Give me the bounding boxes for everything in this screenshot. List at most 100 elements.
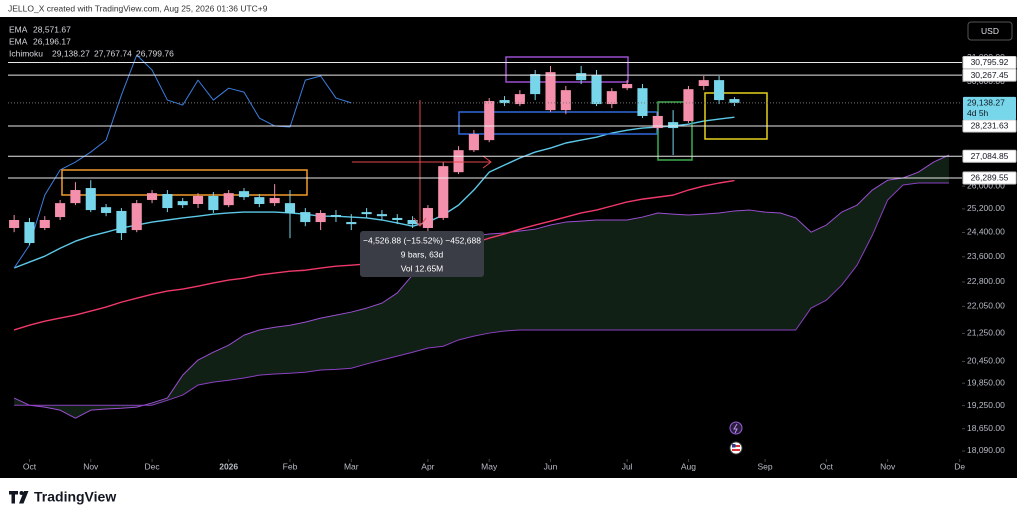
x-tick-label: 2026	[219, 461, 238, 471]
logo-mark	[9, 491, 18, 504]
ichimoku-lagging	[13, 54, 352, 269]
currency-button[interactable]: USD	[967, 21, 1013, 41]
y-tick-label: 26,000.00	[967, 180, 1005, 190]
level-label-box	[962, 149, 1017, 163]
y-tick-label: 22,050.00	[967, 301, 1005, 311]
candle-body	[468, 134, 479, 151]
level-label-box	[962, 171, 1017, 185]
x-tick-label: Oct	[23, 461, 37, 471]
tooltip-box	[360, 231, 484, 277]
x-tick-label: Oct	[820, 461, 834, 471]
candle-body	[116, 210, 127, 234]
candle-body	[422, 208, 433, 228]
flag-icon[interactable]	[729, 441, 743, 455]
candle-body	[683, 89, 694, 122]
candle-body	[622, 84, 633, 89]
brand-name: TradingView	[34, 489, 116, 505]
ichimoku-span-b	[14, 182, 949, 406]
measure-arrows	[352, 100, 492, 227]
candle-body	[147, 193, 158, 200]
lightning-icon[interactable]	[729, 421, 743, 435]
header-caption: JELLO_X created with TradingView.com, Au…	[8, 3, 268, 13]
y-tick-label: 18,650.00	[967, 423, 1005, 433]
x-tick-label: Aug	[681, 461, 696, 471]
x-tick-label: Mar	[344, 461, 359, 471]
box-green	[657, 101, 693, 161]
candle-body	[131, 203, 142, 231]
brand: TradingView	[9, 489, 116, 505]
candle-body	[729, 99, 740, 103]
drawings	[61, 56, 768, 196]
legend-name: Ichimoku	[9, 48, 43, 58]
currency-label[interactable]: USD	[981, 26, 999, 36]
candle-body	[9, 220, 20, 228]
x-tick-label: Nov	[880, 461, 896, 471]
tooltip-change: −4,526.88 (−15.52%) −452,688	[363, 235, 481, 245]
y-tick-label: 20,450.00	[967, 356, 1005, 366]
logo-mark	[19, 491, 29, 504]
legend: EMA 28,571.67 EMA 26,196.17 Ichimoku 29,…	[9, 24, 174, 58]
candle-body	[392, 217, 403, 221]
level-label-box	[962, 68, 1017, 82]
x-tick-label: Dec	[144, 461, 160, 471]
candle-body	[499, 100, 510, 104]
box-yellow	[704, 92, 768, 140]
candles	[9, 65, 740, 246]
y-tick-label: 19,850.00	[967, 377, 1005, 387]
y-tick-label: 21,250.00	[967, 328, 1005, 338]
legend-value: 29,138.27	[52, 48, 90, 58]
flag-canton	[732, 444, 736, 448]
price-label-box	[963, 96, 1016, 120]
box-purple	[505, 56, 629, 83]
measure-tooltip: −4,526.88 (−15.52%) −452,688 9 bars, 63d…	[360, 231, 484, 277]
candle-body	[514, 94, 525, 105]
measure-arrowhead	[413, 217, 427, 227]
legend-name: EMA	[9, 24, 28, 34]
candle-body	[545, 72, 556, 111]
level-label: 26,289.55	[971, 173, 1009, 183]
candle-body	[591, 75, 602, 105]
x-tick-label: Nov	[83, 461, 99, 471]
x-tick-label: Feb	[283, 461, 298, 471]
level-label: 30,795.92	[971, 57, 1009, 67]
logo-mark	[19, 491, 24, 495]
candle-body	[668, 122, 679, 129]
ichimoku-cloud	[14, 155, 949, 419]
candle-body	[269, 197, 280, 204]
candle-body	[162, 193, 173, 209]
candle-body	[238, 191, 250, 198]
candle-body	[300, 212, 311, 223]
candle-body	[55, 203, 66, 218]
x-tick-label: Jun	[544, 461, 558, 471]
y-tick-label: 23,600.00	[967, 251, 1005, 261]
level-label-box	[962, 55, 1017, 69]
currency-box[interactable]	[967, 21, 1013, 41]
candle-body	[576, 73, 587, 81]
candle-body	[24, 222, 35, 244]
candle-body	[438, 166, 449, 218]
legend-value: 28,571.67	[33, 24, 71, 34]
x-tick-label: Apr	[421, 461, 434, 471]
x-tick-label: Jul	[622, 461, 633, 471]
price-labels: 30,795.92 30,267.45 28,231.63 27,084.85 26,2…	[962, 55, 1017, 185]
candle-body	[254, 197, 265, 204]
level-label: 30,267.45	[971, 70, 1009, 80]
legend-value: 26,196.17	[33, 36, 71, 46]
horizontal-lines	[8, 61, 962, 179]
candle-body	[208, 195, 219, 211]
candle-body	[560, 90, 571, 111]
y-tick-label: 25,200.00	[967, 203, 1005, 213]
measure-arrowhead	[482, 155, 492, 169]
lightning-glyph	[733, 423, 738, 434]
candle-body	[376, 214, 387, 217]
candle-body	[637, 88, 648, 116]
candle-body	[223, 193, 234, 206]
x-tick-label: De	[954, 461, 965, 471]
candle-body	[70, 190, 81, 204]
tooltip-volume: Vol 12.65M	[401, 263, 444, 273]
flag-stripe	[732, 449, 740, 451]
x-tick-label: Sep	[758, 461, 773, 471]
price-countdown: 4d 5h	[967, 108, 989, 118]
